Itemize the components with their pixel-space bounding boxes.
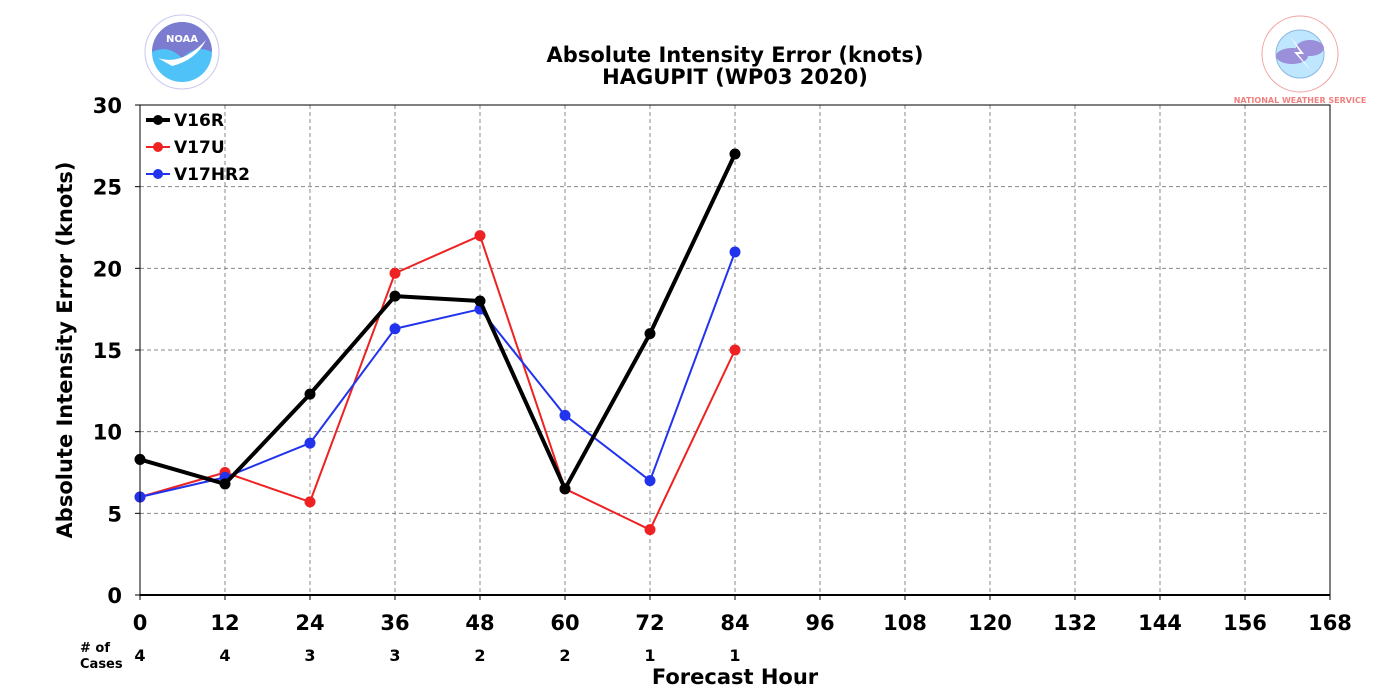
data-point — [304, 388, 316, 400]
legend-label: V17HR2 — [174, 165, 250, 185]
series-line — [139, 251, 736, 498]
x-tick-label: 156 — [1223, 611, 1267, 635]
legend-label: V17U — [174, 138, 225, 158]
case-count: 4 — [134, 646, 145, 665]
legend-label: V16R — [174, 111, 224, 131]
series-layer — [134, 148, 741, 536]
x-axis-label: Forecast Hour — [652, 665, 819, 689]
x-tick-label: 0 — [133, 611, 148, 635]
ticks: 0 12 24 36 48 60 72 84 96 108 120 132 144 156 168 0 5 10 1… — [93, 94, 1352, 635]
case-count: 2 — [474, 646, 485, 665]
nws-logo-text: NATIONAL WEATHER SERVICE — [1234, 96, 1367, 105]
y-tick-label: 0 — [107, 584, 122, 608]
data-point — [304, 496, 316, 508]
y-tick-label: 10 — [93, 421, 122, 445]
noaa-logo-text: NOAA — [166, 34, 198, 45]
y-tick-label: 30 — [93, 94, 122, 118]
x-tick-label: 108 — [883, 611, 927, 635]
noaa-logo: NOAA — [144, 14, 220, 90]
y-axis-label: Absolute Intensity Error (knots) — [53, 162, 77, 539]
data-point — [559, 483, 571, 495]
legend-item-v17hr2: V17HR2 — [146, 165, 250, 185]
data-point — [729, 344, 741, 356]
x-tick-label: 48 — [465, 611, 494, 635]
series-line — [139, 153, 737, 491]
case-count: 4 — [219, 646, 230, 665]
chart-title: Absolute Intensity Error (knots) — [547, 43, 924, 67]
legend-marker — [153, 115, 163, 125]
legend-marker — [153, 142, 163, 152]
x-tick-label: 120 — [968, 611, 1012, 635]
case-count: 3 — [389, 646, 400, 665]
case-count: 3 — [304, 646, 315, 665]
x-tick-label: 84 — [720, 611, 749, 635]
x-tick-label: 72 — [635, 611, 664, 635]
legend-item-v17u: V17U — [146, 138, 225, 158]
data-point — [389, 267, 401, 279]
data-point — [474, 230, 486, 242]
data-point — [389, 290, 401, 302]
data-point — [219, 478, 231, 490]
x-tick-label: 96 — [805, 611, 834, 635]
data-point — [559, 409, 571, 421]
x-tick-label: 60 — [550, 611, 579, 635]
x-tick-label: 168 — [1308, 611, 1352, 635]
data-point — [644, 328, 656, 340]
legend-item-v16r: V16R — [146, 111, 224, 131]
y-tick-label: 20 — [93, 257, 122, 281]
data-point — [389, 323, 401, 335]
data-point — [644, 524, 656, 536]
y-tick-label: 5 — [107, 502, 122, 526]
series-line — [139, 234, 736, 531]
case-count: 1 — [729, 646, 740, 665]
data-point — [644, 475, 656, 487]
cases-label: # of Cases — [80, 641, 123, 672]
series-v16r — [134, 148, 741, 495]
x-tick-label: 144 — [1138, 611, 1182, 635]
x-tick-label: 12 — [210, 611, 239, 635]
case-count: 1 — [644, 646, 655, 665]
x-tick-label: 24 — [295, 611, 324, 635]
chart-subtitle: HAGUPIT (WP03 2020) — [602, 65, 868, 89]
data-point — [729, 148, 741, 160]
legend: V16R V17U V17HR2 — [146, 111, 250, 185]
x-tick-label: 36 — [380, 611, 409, 635]
data-point — [474, 295, 486, 307]
legend-marker — [153, 169, 163, 179]
y-tick-label: 25 — [93, 176, 122, 200]
cases-row: 4 4 3 3 2 2 1 1 — [134, 646, 740, 665]
nws-logo: NATIONAL WEATHER SERVICE — [1234, 15, 1367, 105]
y-tick-label: 15 — [93, 339, 122, 363]
x-tick-label: 132 — [1053, 611, 1097, 635]
data-point — [304, 437, 316, 449]
data-point — [729, 246, 741, 258]
case-count: 2 — [559, 646, 570, 665]
